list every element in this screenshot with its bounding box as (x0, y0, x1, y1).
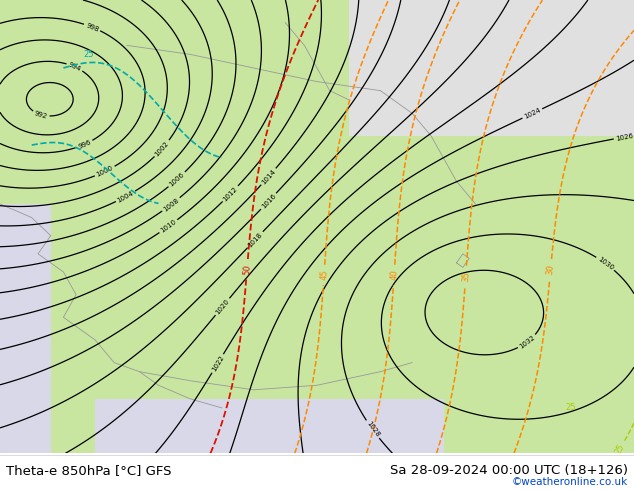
Text: 1028: 1028 (365, 420, 380, 439)
Text: 25: 25 (613, 443, 626, 456)
Text: 994: 994 (67, 61, 82, 73)
Text: 1006: 1006 (168, 171, 186, 188)
Text: 1012: 1012 (222, 185, 239, 202)
Text: 1024: 1024 (523, 107, 541, 120)
Text: Theta-e 850hPa [°C] GFS: Theta-e 850hPa [°C] GFS (6, 464, 172, 477)
Text: 1002: 1002 (154, 140, 171, 157)
Bar (0, 204, 51, 453)
Text: 1018: 1018 (247, 231, 264, 248)
Text: 1000: 1000 (96, 165, 114, 178)
Text: 1026: 1026 (615, 132, 634, 142)
Text: 1008: 1008 (162, 196, 180, 212)
Text: 35: 35 (461, 270, 470, 282)
Bar (95, 399, 444, 453)
Text: 50: 50 (242, 264, 252, 275)
Text: 1004: 1004 (116, 190, 135, 203)
Text: 1032: 1032 (518, 334, 536, 350)
Text: 45: 45 (319, 270, 329, 280)
Text: 25: 25 (84, 50, 94, 59)
Text: 1022: 1022 (210, 354, 225, 372)
Text: 40: 40 (389, 270, 399, 280)
Text: 30: 30 (546, 264, 555, 275)
Text: 1016: 1016 (260, 193, 277, 210)
Text: 1030: 1030 (597, 256, 614, 271)
Text: ©weatheronline.co.uk: ©weatheronline.co.uk (512, 477, 628, 487)
Text: 998: 998 (85, 22, 100, 32)
Text: 1020: 1020 (214, 298, 231, 316)
Text: 1010: 1010 (159, 219, 178, 234)
Text: 25: 25 (566, 403, 576, 413)
Bar (349, 0, 634, 136)
Text: 996: 996 (77, 139, 92, 150)
Text: 1014: 1014 (261, 168, 276, 185)
Text: Sa 28-09-2024 00:00 UTC (18+126): Sa 28-09-2024 00:00 UTC (18+126) (390, 464, 628, 477)
Text: 992: 992 (34, 110, 48, 120)
